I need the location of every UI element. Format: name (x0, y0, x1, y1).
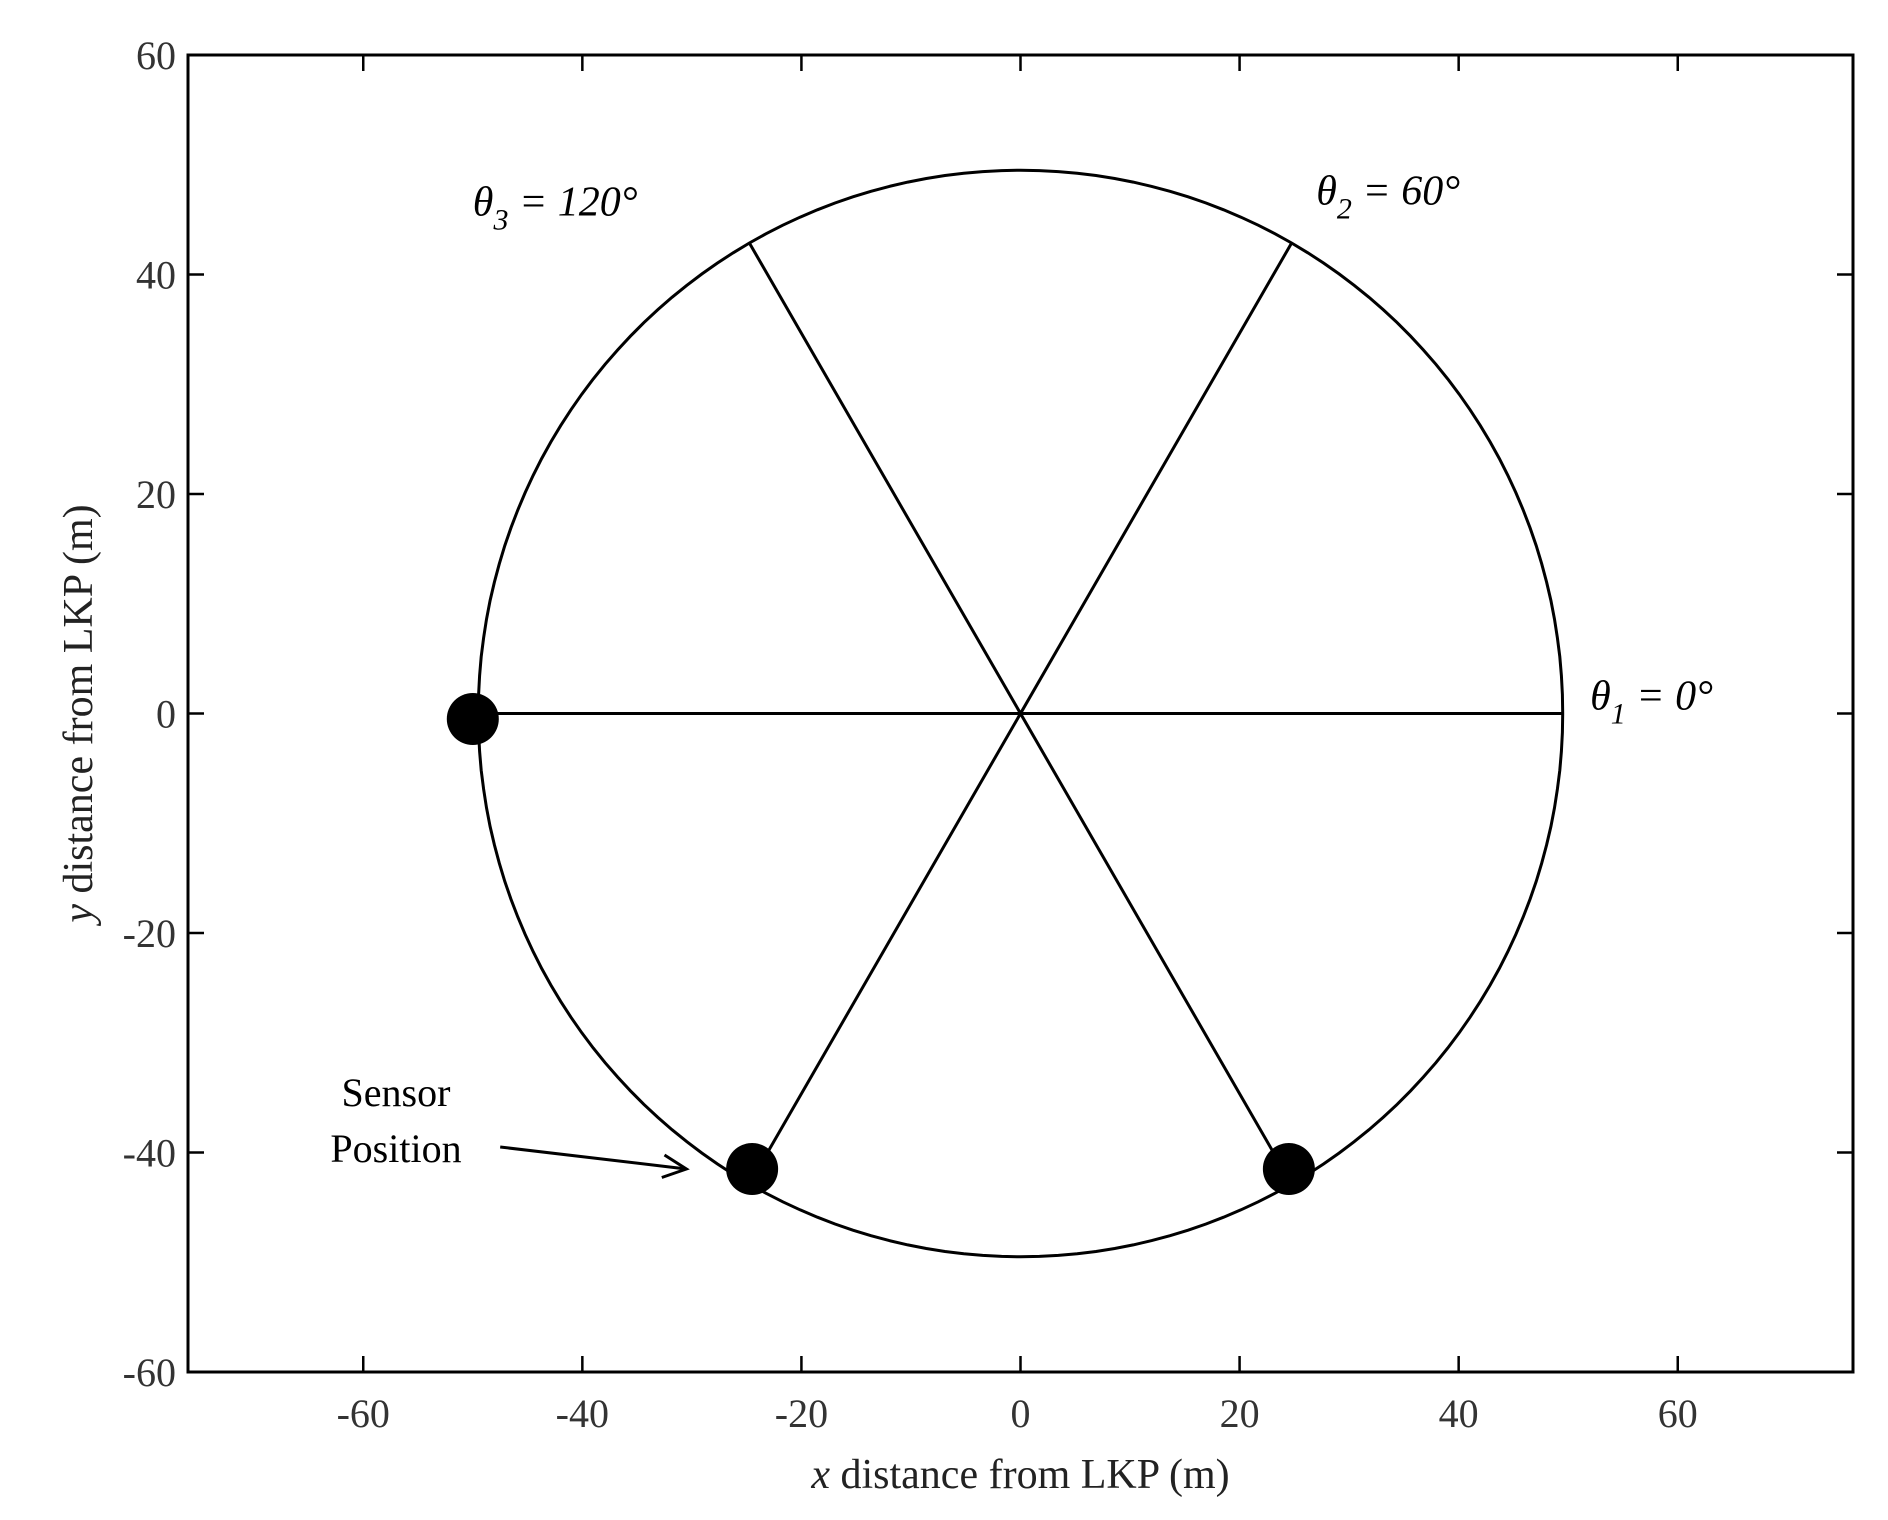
y-axis-label-text: distance from LKP (m) (56, 504, 102, 904)
y-tick-label: 0 (156, 692, 176, 737)
x-axis-label-var: x (810, 1452, 830, 1498)
y-tick-label: 20 (136, 472, 176, 517)
y-tick-label: 60 (136, 33, 176, 78)
x-tick-label: 20 (1220, 1391, 1260, 1436)
y-tick-label: -40 (123, 1131, 176, 1176)
sensor-annotation: Sensor Position (330, 1070, 690, 1179)
ticks-layer (188, 53, 1853, 1374)
plot-layer: θ1 = 0° θ2 = 60° θ3 = 120° Sensor Position (330, 169, 1713, 1259)
x-tick-label: 60 (1658, 1391, 1698, 1436)
sensor-marker (726, 1142, 779, 1195)
x-tick-label: -60 (337, 1391, 390, 1436)
annotation-arrow (500, 1145, 687, 1171)
sensor-markers (446, 692, 1315, 1195)
sensor-marker (446, 692, 499, 745)
spoke-line (748, 242, 1293, 1185)
y-tick-label: -20 (123, 911, 176, 956)
x-axis-label: x distance from LKP (m) (810, 1452, 1229, 1498)
y-axis-label: y distance from LKP (m) (56, 504, 102, 926)
x-tick-label: 0 (1011, 1391, 1031, 1436)
sensor-marker (1262, 1142, 1315, 1195)
x-tick-label: 40 (1439, 1391, 1479, 1436)
theta-label: θ1 = 0° (1590, 674, 1713, 731)
x-tick-label: -20 (775, 1391, 828, 1436)
theta-labels: θ1 = 0° θ2 = 60° θ3 = 120° (473, 169, 1713, 731)
x-tick-label: -40 (556, 1391, 609, 1436)
theta-label: θ2 = 60° (1316, 169, 1460, 226)
x-axis-label-text: distance from LKP (m) (830, 1452, 1230, 1498)
y-tick-label: -60 (123, 1350, 176, 1395)
annotation-line2: Position (330, 1126, 461, 1171)
spokes (478, 242, 1563, 1185)
theta-label: θ3 = 120° (473, 180, 638, 237)
y-axis-label-var: y (56, 904, 102, 927)
annotation-line1: Sensor (342, 1070, 451, 1115)
y-tick-label: 40 (136, 253, 176, 298)
tick-labels-layer: -60 -40 -20 0 20 40 60 -60 -40 -20 0 20 40 60 (123, 33, 1698, 1436)
annotation-arrowhead (661, 1153, 690, 1179)
axes-frame (186, 53, 1855, 1374)
